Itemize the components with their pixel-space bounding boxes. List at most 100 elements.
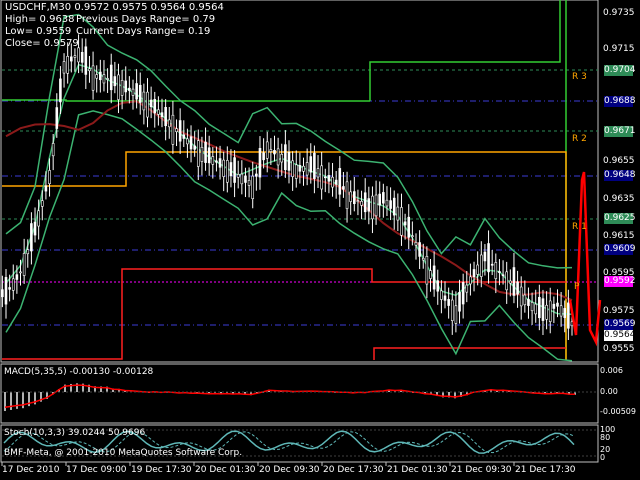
time-label: 20 Dec 17:30 [323,465,384,475]
macd-bar [244,392,246,395]
candle-body [385,199,389,207]
macd-bar [70,383,72,392]
candle-body [182,134,186,139]
macd-bar [40,392,42,402]
candle-body [403,221,407,226]
candle-body [255,173,258,177]
level-tag-9704: 0.9704 [604,65,636,76]
candle-body [454,305,458,324]
candle-body [389,200,392,209]
candle-body [273,150,276,155]
candle-body [138,84,142,103]
candle-body [323,176,327,179]
candle-body [494,262,498,279]
price-tick: 0.9655 [603,156,635,166]
candle-body [175,128,178,133]
candle-body [117,74,120,100]
candle-body [298,165,302,172]
candle-body [73,55,77,58]
macd-bar [442,392,444,398]
macd-bar [10,392,12,410]
level-tag-9671: 0.9671 [604,126,636,137]
candle-body [22,253,26,276]
pivot-r3-line [369,0,561,101]
candle-body [153,99,157,114]
candle-body [276,148,280,166]
candle-body [218,158,222,168]
current-days-range: Current Days Range= 0.19 [76,26,211,37]
chart-symbol-info: USDCHF,M30 0.9572 0.9575 0.9564 0.9564 [5,2,224,13]
candle-body [186,138,189,145]
zigzag-indicator [568,171,602,347]
candle-body [367,198,371,212]
candle-body [66,56,69,74]
high-label: High= 0.9638 [5,14,75,25]
pivot-r1-label: R 1 [572,222,587,232]
macd-bar [76,383,78,392]
candle-body [244,175,247,183]
candle-body [527,298,530,306]
candle-body [70,56,73,62]
candle-body [479,254,483,277]
price-candles [0,34,574,341]
candle-body [33,221,37,236]
candle-body [128,87,131,91]
candle-body [559,305,563,317]
candle-body [207,147,211,164]
candle-body [309,156,313,173]
candle-body [556,302,559,307]
candle-body [505,271,508,291]
candle-body [193,145,196,150]
time-label: 20 Dec 09:30 [259,465,320,475]
candle-body [229,162,233,177]
candle-body [440,290,443,300]
macd-scale-top: 0.006 [600,366,623,375]
candle-body [472,269,476,278]
macd-bar [232,392,234,395]
candle-body [48,170,51,185]
candle-body [461,282,465,305]
macd-panel-frame [0,363,599,424]
candle-body [345,181,349,209]
candle-body [157,109,160,115]
level-tag-9564: 0.9564 [604,330,636,341]
price-tick: 0.9575 [603,306,635,316]
candle-body [356,200,360,202]
candle-body [84,46,88,75]
level-tag-9609: 0.9609 [604,244,636,255]
candle-body [135,83,138,100]
candle-body [519,286,523,307]
candle-body [258,148,262,178]
candle-body [353,191,356,205]
candle-body [530,302,534,312]
macd-scale-mid: 0.00 [600,387,618,396]
candle-body [363,192,367,213]
candle-body [360,200,363,206]
macd-bar [250,392,252,396]
pivot-green-line [2,99,370,102]
candle-body [548,300,552,322]
macd-bar [82,383,84,392]
stoch-signal-line [3,431,575,454]
stoch-label: Stoch(10,3,3) 39.0244 50.9696 [4,428,146,438]
candle-body [516,281,519,295]
candle-body [414,242,418,246]
candle-body [91,65,95,91]
candle-body [490,263,494,266]
candle-body [88,68,91,72]
candle-body [15,274,19,280]
macd-label: MACD(5,35,5) -0.00130 -0.00128 [4,367,154,377]
candle-body [226,160,229,183]
candle-body [262,152,265,161]
candle-body [396,206,400,221]
macd-bar [112,388,114,392]
macd-bar [490,389,492,392]
pivot-orange-line [2,151,567,360]
price-tick: 0.9715 [603,44,635,54]
candle-body [327,175,331,182]
macd-bar [34,392,36,405]
candle-body [418,242,421,257]
candle-body [487,243,490,273]
candle-body [200,146,204,162]
